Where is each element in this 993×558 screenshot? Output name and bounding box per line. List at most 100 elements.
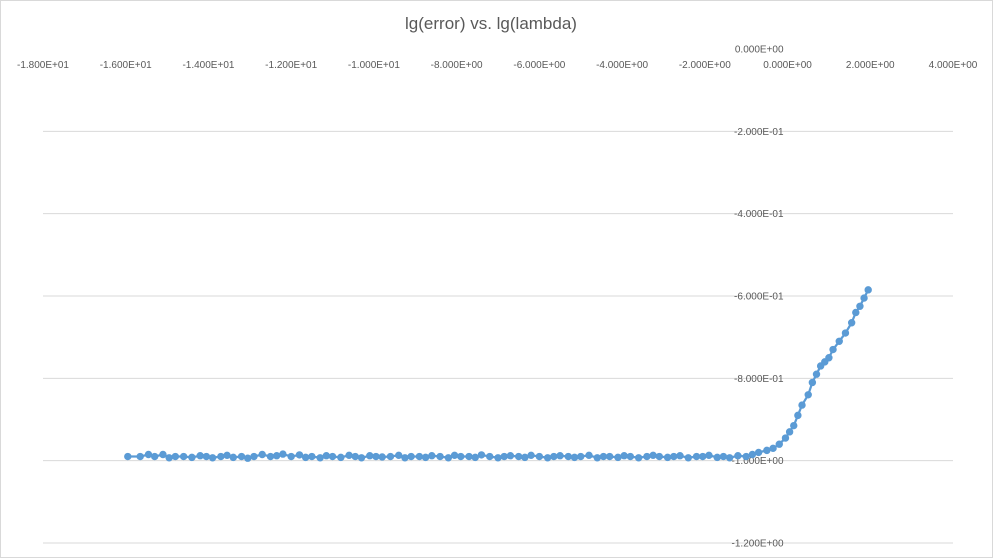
data-point: [136, 452, 144, 461]
data-point: [322, 452, 331, 460]
y-axis-tick-labels: 0.000E+00 -2.000E-01 -4.000E-01 -6.000E-01 -…: [732, 45, 784, 550]
data-point: [719, 452, 728, 461]
data-point: [395, 451, 403, 460]
data-point: [570, 453, 579, 462]
data-point: [150, 452, 159, 461]
data-point: [620, 452, 628, 460]
data-point: [250, 452, 258, 461]
data-point: [436, 452, 444, 461]
data-point: [457, 452, 465, 461]
data-point: [444, 454, 453, 462]
y-tick-label: -8.000E-01: [734, 374, 784, 385]
data-point: [655, 452, 664, 461]
data-point: [328, 452, 337, 461]
data-point: [550, 452, 558, 461]
data-point: [785, 428, 794, 436]
data-point: [386, 452, 395, 461]
x-tick-label: 0.000E+00: [763, 60, 812, 71]
data-point: [527, 451, 535, 460]
data-point: [450, 451, 459, 460]
data-point: [847, 319, 856, 327]
chart-title: lg(error) vs. lg(lambda): [405, 14, 577, 33]
data-point: [835, 337, 843, 345]
y-tick-label: -6.000E-01: [734, 292, 784, 303]
data-point: [781, 434, 790, 442]
data-point: [692, 452, 701, 461]
data-point: [287, 452, 295, 461]
data-point: [748, 450, 757, 459]
data-point: [734, 452, 742, 460]
y-tick-label: -1.000E+00: [732, 456, 784, 467]
data-point: [775, 440, 783, 448]
x-tick-label: -1.800E+01: [17, 60, 69, 71]
data-point: [699, 452, 707, 461]
x-tick-label: -6.000E+00: [513, 60, 565, 71]
data-point: [825, 354, 833, 362]
data-point: [144, 450, 153, 459]
data-point: [258, 450, 266, 459]
data-point: [223, 451, 231, 460]
data-point: [217, 452, 225, 461]
data-point: [357, 454, 366, 462]
data-series: [124, 286, 872, 462]
data-point: [663, 453, 672, 462]
data-point: [769, 444, 777, 453]
x-tick-label: 2.000E+00: [846, 60, 895, 71]
x-tick-label: -8.000E+00: [431, 60, 483, 71]
data-point: [301, 453, 310, 462]
data-point: [585, 451, 593, 460]
data-point: [829, 345, 837, 354]
data-point: [316, 454, 324, 462]
data-point: [415, 452, 424, 461]
data-point: [564, 452, 573, 461]
data-point: [852, 308, 860, 317]
data-point: [856, 302, 864, 310]
data-point: [401, 454, 409, 462]
data-point: [279, 450, 287, 458]
y-tick-label: -4.000E-01: [734, 209, 784, 220]
data-point: [808, 378, 817, 387]
data-point: [229, 453, 237, 462]
data-point: [421, 453, 430, 462]
data-point: [428, 452, 436, 460]
data-point: [742, 452, 750, 461]
data-point: [465, 452, 473, 461]
data-point: [725, 454, 734, 462]
data-point: [124, 452, 132, 461]
data-point: [535, 452, 544, 461]
data-point: [634, 454, 643, 462]
data-point: [366, 452, 374, 460]
data-point: [790, 421, 798, 430]
data-point: [605, 452, 614, 461]
data-point: [188, 453, 196, 462]
data-point: [864, 286, 872, 294]
data-point: [841, 329, 850, 337]
data-point: [860, 294, 868, 302]
y-tick-label: -1.200E+00: [732, 539, 784, 550]
data-point: [337, 453, 345, 462]
data-point: [754, 448, 763, 457]
data-point: [812, 370, 821, 378]
data-point: [556, 452, 564, 460]
data-point: [506, 452, 515, 460]
data-point: [676, 452, 684, 460]
data-point: [266, 452, 275, 461]
data-point: [378, 453, 386, 461]
data-point: [684, 454, 692, 462]
data-point: [196, 452, 204, 460]
data-point: [202, 452, 211, 461]
x-tick-label: -1.000E+01: [348, 60, 400, 71]
y-tick-label: 0.000E+00: [735, 45, 784, 56]
data-point: [486, 452, 494, 461]
data-point: [477, 451, 486, 459]
x-tick-label: -1.400E+01: [182, 60, 234, 71]
x-tick-label: -1.200E+01: [265, 60, 317, 71]
data-point: [494, 454, 502, 462]
gridlines: [43, 130, 953, 544]
data-point: [543, 454, 552, 462]
data-point: [514, 452, 523, 461]
y-tick-label: -2.000E-01: [734, 127, 784, 138]
data-point: [372, 452, 380, 461]
x-tick-label: -2.000E+00: [679, 60, 731, 71]
